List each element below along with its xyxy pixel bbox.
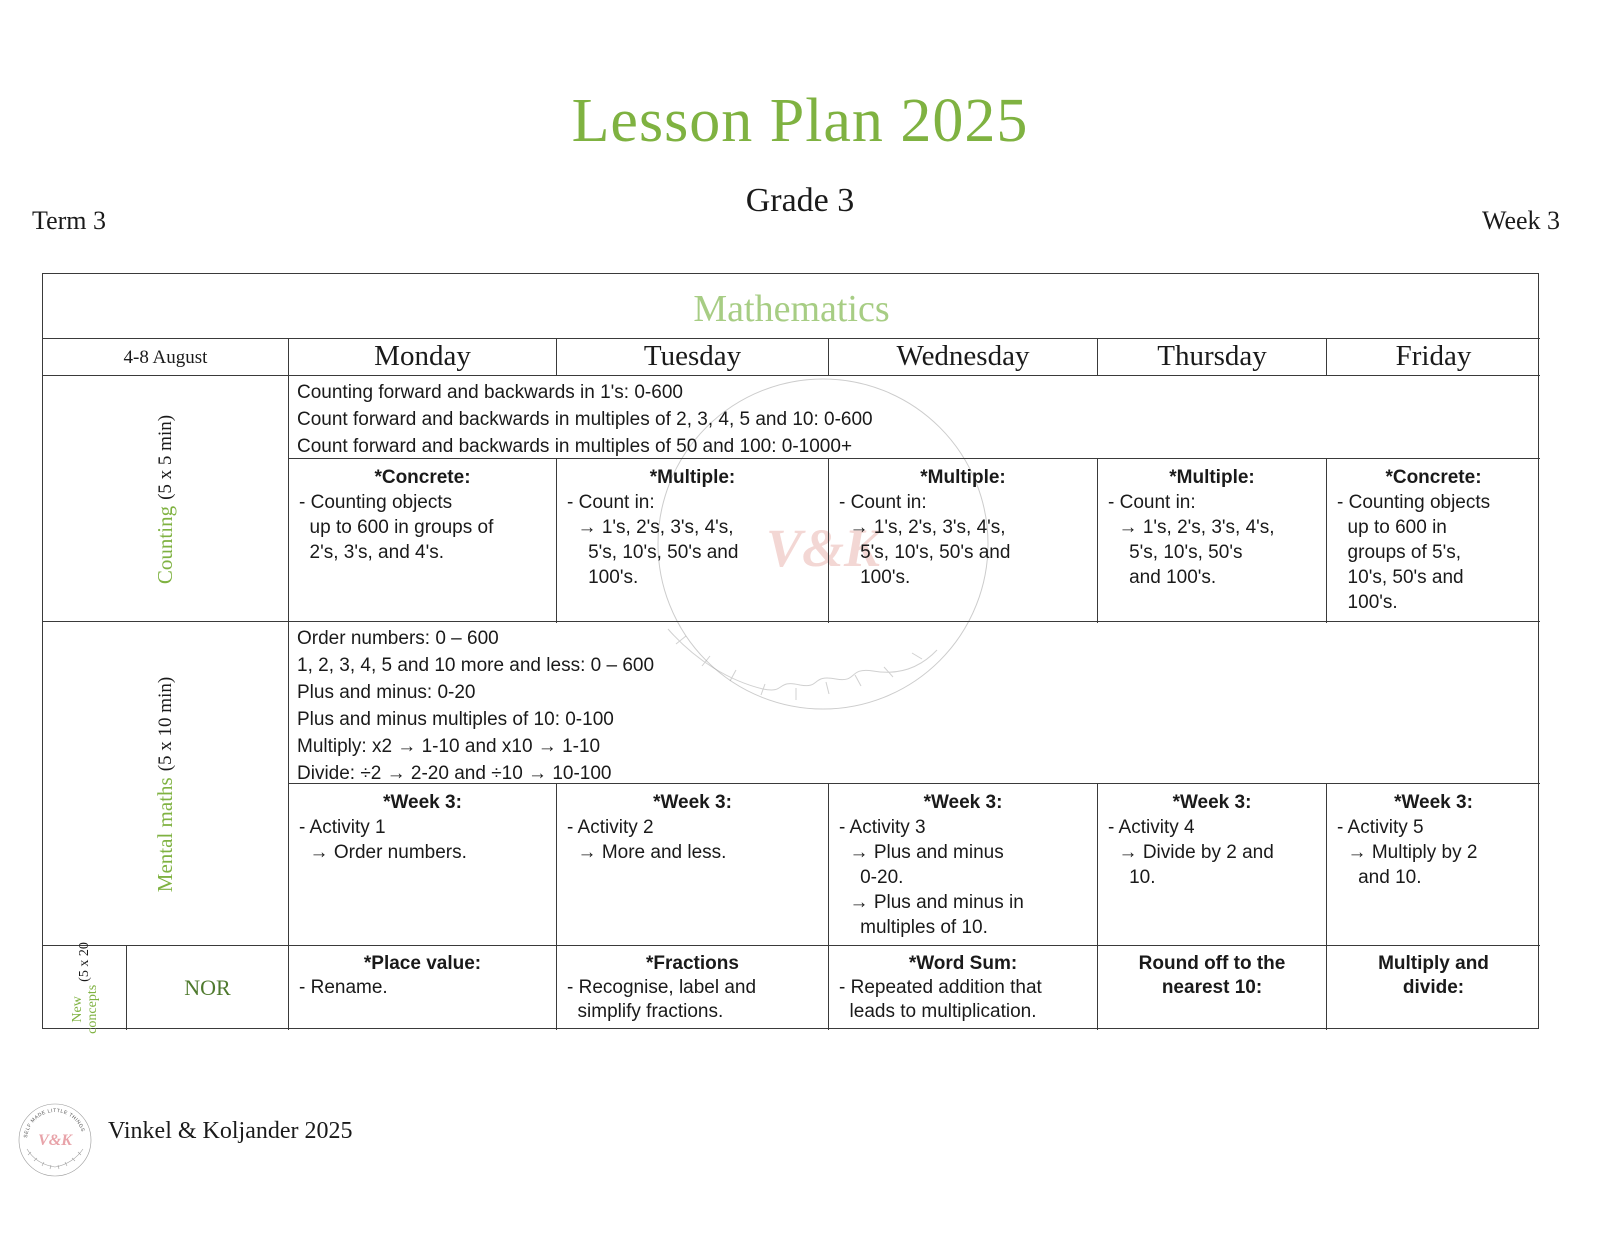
svg-text:V&K: V&K xyxy=(38,1132,73,1149)
